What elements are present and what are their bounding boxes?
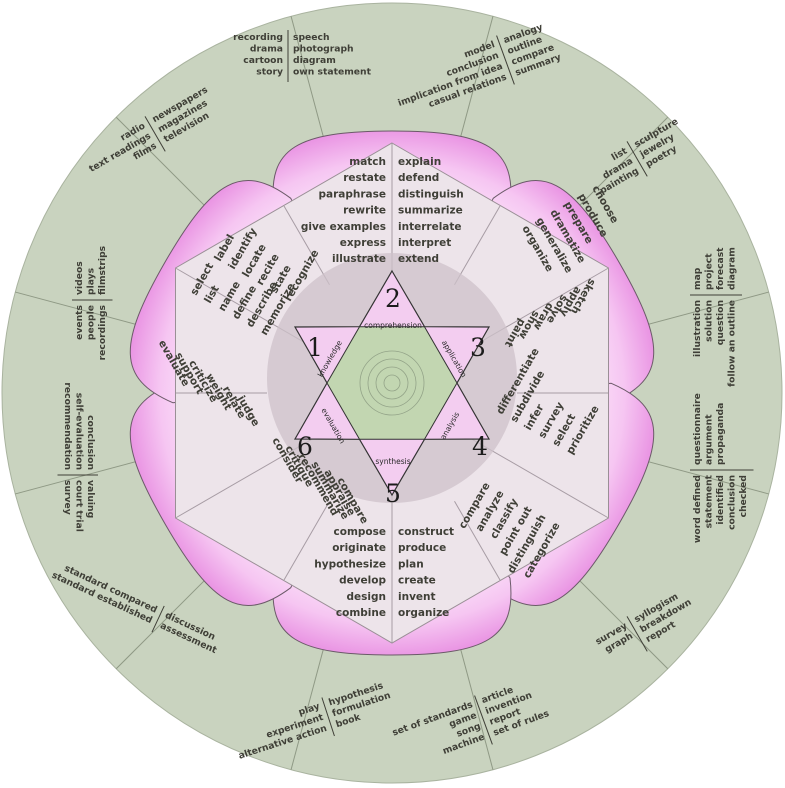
output-item: statement xyxy=(704,474,715,528)
output-item: propaganda xyxy=(715,403,726,465)
output-item: own statement xyxy=(293,67,372,78)
output-item: photograph xyxy=(293,44,354,55)
output-divider xyxy=(144,116,166,152)
level-number: 2 xyxy=(385,284,401,313)
output-item: recording xyxy=(233,32,283,43)
hex-divider xyxy=(283,501,330,581)
output-group-o5: word defined statement identified conclusio… xyxy=(690,393,754,543)
output-item: filmstrips xyxy=(97,245,108,295)
output-item: speech xyxy=(293,32,330,43)
verb: interrelate xyxy=(398,221,462,233)
verb: organize xyxy=(398,607,449,619)
hex-divider xyxy=(283,205,330,285)
output-item: diagram xyxy=(293,55,336,66)
verb: extend xyxy=(398,253,439,265)
verb: restate xyxy=(343,172,386,184)
output-divider xyxy=(321,697,335,737)
spiral-icon xyxy=(359,350,425,416)
verbs-synthesis-right: construct produce plan create invent organize xyxy=(398,526,454,619)
output-item: cartoon xyxy=(243,55,283,66)
output-item: word defined xyxy=(692,475,703,543)
verb: interpret xyxy=(398,237,451,249)
output-item: follow an outline xyxy=(727,300,738,387)
output-item: court trial xyxy=(74,480,85,532)
output-divider xyxy=(626,616,648,652)
verb: design xyxy=(347,591,386,603)
output-item: story xyxy=(256,67,283,78)
output-divider xyxy=(474,695,493,745)
verb: invent xyxy=(398,591,436,603)
output-item: map xyxy=(692,267,703,290)
output-item: forecast xyxy=(715,247,726,290)
output-divider xyxy=(626,141,648,177)
output-item: questionnaire xyxy=(692,393,703,465)
verb: produce xyxy=(398,542,446,554)
level-name-synthesis: synthesis xyxy=(375,457,410,466)
output-item: argument xyxy=(704,414,715,465)
verb: defend xyxy=(398,172,439,184)
verb: develop xyxy=(339,575,386,587)
level-number: 5 xyxy=(385,479,401,508)
verb: rewrite xyxy=(343,205,386,217)
output-item: diagram xyxy=(727,247,738,290)
verb: compose xyxy=(334,526,386,538)
output-item: identified xyxy=(715,475,726,525)
output-divider xyxy=(496,35,515,85)
output-item: conclusion xyxy=(727,475,738,530)
output-item: videos xyxy=(74,261,85,295)
output-item: solution xyxy=(704,300,715,342)
verb: give examples xyxy=(301,221,386,233)
output-item: recommendation xyxy=(62,382,73,470)
verb: summarize xyxy=(398,205,463,217)
hex-divider xyxy=(454,205,501,285)
verb: explain xyxy=(398,156,441,168)
output-item: recordings xyxy=(97,304,108,360)
hex-divider xyxy=(454,501,501,581)
output-item: people xyxy=(86,305,97,340)
verbs-synthesis-left: compose originate hypothesize develop design… xyxy=(314,526,386,619)
output-item: illustration xyxy=(692,300,703,357)
level-number: 1 xyxy=(307,333,323,362)
output-item: survey xyxy=(62,480,73,515)
verbs-comprehension-left: match restate paraphrase rewrite give exampl… xyxy=(301,156,386,265)
verb: originate xyxy=(332,542,386,554)
output-item: self-evaluation xyxy=(74,393,85,470)
verb: express xyxy=(340,237,386,249)
level-name-comprehension: comprehension xyxy=(364,321,422,330)
output-item: plays xyxy=(86,267,97,295)
verb: combine xyxy=(336,607,386,619)
verb: match xyxy=(349,156,386,168)
output-item: checked xyxy=(738,475,749,517)
star-center xyxy=(326,326,458,440)
output-item: question xyxy=(715,300,726,345)
verb: illustrate xyxy=(332,253,386,265)
output-item: valuing xyxy=(85,480,96,518)
verb: create xyxy=(398,575,436,587)
output-item: conclusion xyxy=(85,415,96,470)
verb: distinguish xyxy=(398,188,464,200)
verbs-comprehension-right: explain defend distinguish summarize interre… xyxy=(398,156,464,265)
output-group-o11: events people recordings videos plays filmstr… xyxy=(72,245,113,360)
level-number: 3 xyxy=(470,333,486,362)
output-item: events xyxy=(74,304,85,339)
verb: construct xyxy=(398,526,454,538)
verb: hypothesize xyxy=(314,558,386,570)
verb: paraphrase xyxy=(319,188,387,200)
level-number: 6 xyxy=(297,432,313,461)
output-group-o4: illustration solution question follow an ou… xyxy=(690,247,742,387)
output-item: project xyxy=(704,253,715,290)
output-divider xyxy=(151,605,165,633)
level-number: 4 xyxy=(472,432,488,461)
output-item: drama xyxy=(250,44,283,55)
verb: plan xyxy=(398,558,424,570)
